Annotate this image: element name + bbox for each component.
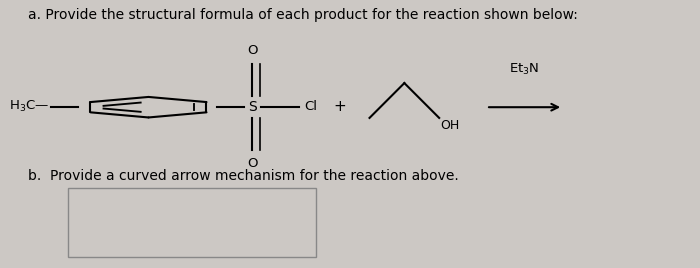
Text: S: S xyxy=(248,100,257,114)
Text: Cl: Cl xyxy=(304,100,317,113)
Text: b.  Provide a curved arrow mechanism for the reaction above.: b. Provide a curved arrow mechanism for … xyxy=(28,169,458,183)
Bar xyxy=(68,188,316,257)
Text: H$_3$C—: H$_3$C— xyxy=(9,99,50,114)
Text: O: O xyxy=(247,44,258,57)
Text: O: O xyxy=(247,157,258,170)
Text: a. Provide the structural formula of each product for the reaction shown below:: a. Provide the structural formula of eac… xyxy=(28,8,578,22)
Text: Et$_3$N: Et$_3$N xyxy=(510,62,540,77)
Text: +: + xyxy=(333,99,346,114)
Text: OH: OH xyxy=(440,119,460,132)
